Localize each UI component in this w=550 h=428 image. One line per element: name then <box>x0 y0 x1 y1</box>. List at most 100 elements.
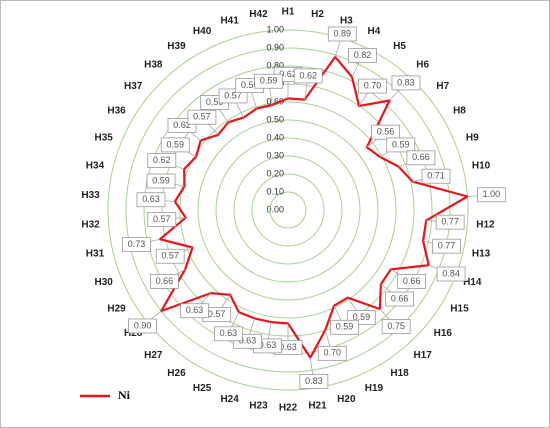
value-label: 0.66 <box>391 293 409 303</box>
value-label-box <box>386 137 416 153</box>
r-tick-label: 0.50 <box>266 114 284 124</box>
value-label: 0.63 <box>259 340 277 350</box>
value-label: 0.59 <box>392 139 410 149</box>
value-label-box <box>317 345 347 361</box>
value-label: 0.57 <box>193 112 211 122</box>
r-tick-label: 0.40 <box>266 132 284 142</box>
value-label: 0.57 <box>161 251 179 261</box>
value-label-box <box>348 47 377 63</box>
category-label: H14 <box>463 277 482 288</box>
value-label-box <box>432 238 461 254</box>
value-label-box <box>155 248 185 264</box>
category-label: H28 <box>124 328 143 339</box>
category-label: H15 <box>450 304 469 315</box>
value-label: 0.66 <box>412 152 430 162</box>
value-label-box <box>293 68 323 84</box>
value-label-box <box>381 319 411 334</box>
grid-circle <box>233 155 343 265</box>
value-label-box <box>254 73 283 89</box>
value-label-box <box>180 303 209 319</box>
category-label: H18 <box>390 368 409 379</box>
value-label: 0.82 <box>354 50 372 60</box>
value-label-box <box>187 109 217 125</box>
category-label: H3 <box>340 15 353 26</box>
grid-circle <box>125 47 451 373</box>
value-label-box <box>421 168 451 184</box>
category-label: H17 <box>413 350 432 361</box>
value-label: 0.59 <box>336 322 354 332</box>
category-label: H9 <box>466 132 479 143</box>
value-label: 0.57 <box>208 309 226 319</box>
value-label: 0.77 <box>441 217 459 227</box>
value-label-box <box>358 78 387 94</box>
category-label: H36 <box>107 106 126 117</box>
value-label-box <box>128 318 157 334</box>
value-label-box <box>213 326 243 342</box>
value-label: 0.59 <box>260 76 278 86</box>
category-label: H35 <box>95 132 114 143</box>
r-tick-label: 0.00 <box>266 204 284 214</box>
category-label: H7 <box>436 81 449 92</box>
category-label: H39 <box>167 41 186 52</box>
category-label: H21 <box>308 400 327 411</box>
category-label: H12 <box>476 219 495 230</box>
value-label-box <box>146 173 176 189</box>
grid-circle <box>215 137 361 283</box>
category-label: H22 <box>279 403 298 414</box>
category-label: H19 <box>365 383 384 394</box>
r-tick-label: 0.90 <box>266 42 284 52</box>
value-label-box <box>391 75 421 91</box>
value-label: 0.59 <box>152 175 170 185</box>
value-label-box <box>147 153 177 168</box>
value-label: 0.62 <box>279 69 297 79</box>
category-label: H1 <box>282 7 295 18</box>
r-tick-label: 0.30 <box>266 150 284 160</box>
value-label: 0.70 <box>364 80 382 90</box>
value-label: 0.73 <box>128 239 146 249</box>
value-label: 0.56 <box>377 127 395 137</box>
value-label-box <box>160 137 190 153</box>
value-label: 0.62 <box>299 70 317 80</box>
value-label-box <box>299 374 329 389</box>
r-tick-label: 0.10 <box>266 186 284 196</box>
category-label: H16 <box>434 328 453 339</box>
value-label-box <box>330 319 359 335</box>
value-label-box <box>435 214 465 230</box>
category-label: H37 <box>124 81 143 92</box>
r-tick-label: 1.00 <box>266 24 284 34</box>
category-label: H32 <box>81 219 100 230</box>
value-label-box <box>147 212 177 227</box>
r-tick-label: 0.80 <box>266 60 284 70</box>
value-label-box <box>371 124 400 140</box>
category-label: H4 <box>368 26 381 37</box>
value-label: 0.77 <box>438 241 456 251</box>
value-label: 0.57 <box>224 90 242 100</box>
category-label: H26 <box>167 368 186 379</box>
value-label-box <box>397 273 427 289</box>
value-label: 0.83 <box>305 376 323 386</box>
category-label: H38 <box>144 59 163 70</box>
grid-circle <box>197 119 379 301</box>
category-label: H6 <box>416 59 429 70</box>
value-label-box <box>327 26 357 42</box>
value-label: 0.57 <box>153 214 171 224</box>
value-label: 0.63 <box>142 194 160 204</box>
grid-circle <box>107 29 469 391</box>
category-label: H23 <box>249 400 268 411</box>
category-label: H2 <box>311 9 324 20</box>
category-label: H24 <box>220 394 239 405</box>
category-label: H27 <box>144 350 163 361</box>
value-label-box <box>477 187 506 203</box>
value-label: 0.89 <box>334 28 352 38</box>
value-label: 0.84 <box>442 268 460 278</box>
value-label: 0.59 <box>206 97 224 107</box>
value-label: 0.59 <box>166 139 184 149</box>
value-label: 0.63 <box>279 342 297 352</box>
value-label: 1.00 <box>483 189 501 199</box>
value-label: 0.63 <box>186 305 204 315</box>
value-label: 0.59 <box>353 312 371 322</box>
category-label: H29 <box>107 304 126 315</box>
value-label: 0.59 <box>241 80 259 90</box>
category-label: H31 <box>86 249 105 260</box>
category-label: H8 <box>453 106 466 117</box>
